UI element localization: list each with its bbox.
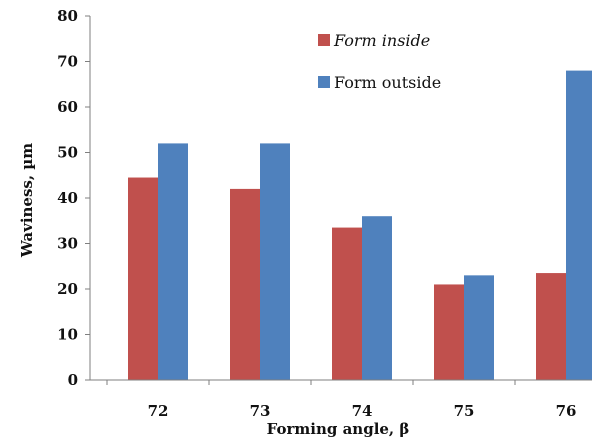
y-tick-label: 70 [57,53,78,71]
x-tick-label: 74 [352,402,373,420]
x-tick-label: 72 [148,402,169,420]
bar-form-outside-73 [260,143,290,380]
bar-form-inside-76 [536,273,566,380]
x-tick-label: 75 [454,402,475,420]
y-tick-label: 60 [57,98,78,116]
legend-label: Form inside [333,31,430,50]
y-tick-label: 20 [57,280,78,298]
x-tick-label: 76 [556,402,577,420]
y-axis-title: Waviness, µm [18,143,36,258]
y-tick-label: 80 [57,7,78,25]
bars-layer [128,70,592,380]
y-ticks: 0 10 20 30 40 50 60 70 80 [57,7,90,389]
legend: Form inside Form outside [318,31,441,92]
x-tick-label: 73 [250,402,271,420]
y-tick-label: 50 [57,144,78,162]
legend-swatch [318,76,330,88]
bar-form-inside-74 [332,227,362,380]
y-tick-label: 40 [57,189,78,207]
legend-swatch [318,34,330,46]
bar-form-outside-75 [464,275,494,380]
legend-label: Form outside [334,73,441,92]
bar-form-inside-73 [230,188,260,380]
bar-form-outside-74 [362,216,392,380]
x-axis-title: Forming angle, β [267,420,410,438]
bar-form-inside-75 [434,284,464,380]
y-tick-label: 0 [68,371,78,389]
y-tick-label: 30 [57,235,78,253]
bar-form-outside-72 [158,143,188,380]
bar-form-inside-72 [128,177,158,380]
y-tick-label: 10 [57,326,78,344]
x-ticks: 72 73 74 75 76 [106,380,577,420]
bar-form-outside-76 [566,70,592,380]
